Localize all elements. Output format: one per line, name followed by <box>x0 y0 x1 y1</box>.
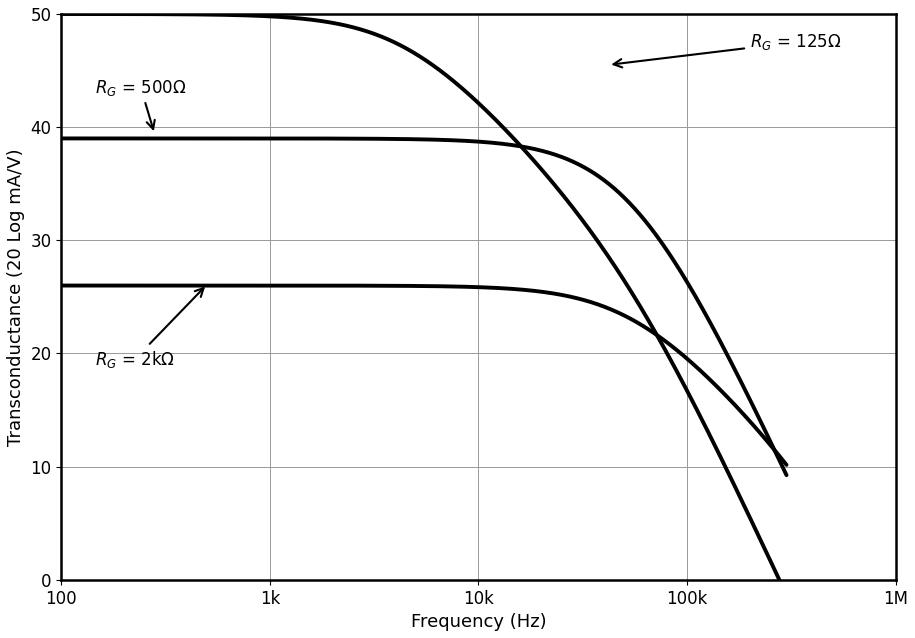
Y-axis label: Transconductance (20 Log mA/V): Transconductance (20 Log mA/V) <box>7 148 25 446</box>
Text: $R_G$ = 125$\Omega$: $R_G$ = 125$\Omega$ <box>613 33 841 68</box>
Text: $R_G$ = 2k$\Omega$: $R_G$ = 2k$\Omega$ <box>95 288 203 369</box>
Text: $R_G$ = 500$\Omega$: $R_G$ = 500$\Omega$ <box>95 77 187 129</box>
X-axis label: Frequency (Hz): Frequency (Hz) <box>411 613 546 631</box>
